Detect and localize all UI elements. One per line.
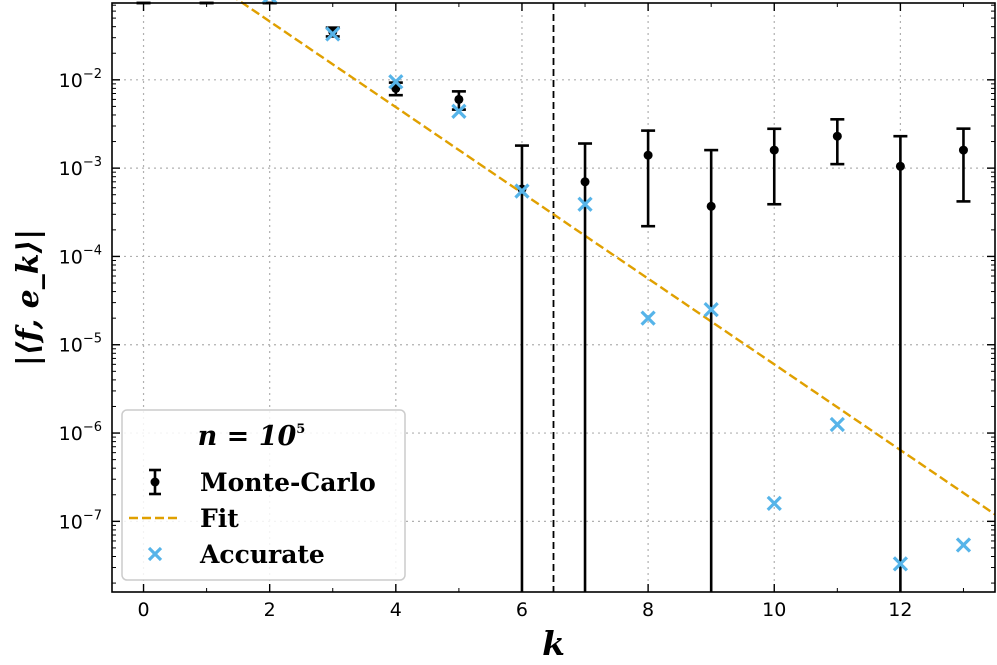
plot-frame	[111, 2, 996, 593]
legend-entry-monte-carlo: Monte-Carlo	[200, 468, 376, 497]
legend-accurate-stroke-b	[147, 546, 163, 562]
accurate-stroke-b	[640, 310, 656, 326]
accurate-marker-9	[703, 301, 719, 318]
monte-carlo-point-8	[641, 129, 656, 228]
legend-symbol-accurate	[147, 546, 163, 562]
monte-carlo-marker	[958, 145, 968, 155]
y-tick-exponent: −5	[83, 332, 102, 347]
y-tick-base: 10	[59, 0, 83, 4]
y-tick-label: 10−2	[59, 67, 102, 92]
y-tick-exponent: −6	[83, 420, 102, 435]
legend-monte-carlo-marker	[150, 477, 160, 487]
fit-layer	[236, 0, 996, 516]
y-tick-label: 10−4	[59, 243, 102, 268]
y-tick-base: 10	[59, 158, 83, 180]
monte-carlo-point-13	[956, 127, 971, 203]
accurate-marker-8	[640, 310, 656, 326]
accurate-marker-5	[451, 103, 467, 119]
accurate-stroke-a	[270, 0, 278, 5]
accurate-marker-3	[325, 26, 341, 42]
y-tick-exponent: −2	[83, 67, 102, 82]
accurate-stroke-b	[514, 183, 530, 199]
y-axis-label: |⟨f, e_k⟩|	[11, 229, 46, 366]
legend: n = 105 Monte-Carlo Fit Accurate	[121, 409, 406, 581]
y-tick-exponent: −4	[83, 243, 102, 258]
y-tick-label: 10−7	[59, 508, 102, 533]
monte-carlo-marker	[454, 94, 464, 104]
legend-entry-accurate: Accurate	[199, 540, 325, 569]
monte-carlo-marker	[895, 161, 905, 171]
x-axis-label: k	[542, 624, 565, 663]
legend-title-exponent: 5	[296, 422, 305, 437]
accurate-stroke-b	[955, 537, 972, 553]
y-tick-base: 10	[59, 70, 83, 92]
monte-carlo-point-6	[514, 144, 529, 592]
accurate-stroke-b	[703, 301, 719, 318]
accurate-marker-2	[262, 0, 278, 5]
accurate-stroke-b	[388, 74, 404, 90]
x-tick-label: 0	[137, 599, 149, 621]
legend-title-base: n = 10	[198, 421, 297, 452]
x-tick-label: 8	[642, 599, 654, 621]
y-tick-base: 10	[59, 335, 83, 357]
accurate-stroke-b	[325, 26, 341, 42]
y-tick-exponent: −7	[83, 508, 102, 523]
accurate-marker-6	[514, 183, 530, 199]
monte-carlo-point-12	[893, 134, 908, 592]
accurate-stroke-b	[829, 416, 845, 433]
accurate-marker-13	[955, 537, 972, 553]
y-tick-label: 10−1	[59, 0, 102, 4]
legend-title: n = 105	[198, 421, 306, 452]
accurate-stroke-b	[451, 103, 467, 119]
legend-box	[121, 409, 406, 581]
monte-carlo-marker	[580, 177, 590, 187]
legend-symbol-monte-carlo	[149, 468, 161, 496]
y-tick-label: 10−3	[59, 155, 102, 180]
monte-carlo-point-10	[767, 127, 782, 206]
accurate-marker-12	[892, 556, 909, 572]
x-tick-label: 12	[888, 599, 912, 621]
accurate-stroke-b	[577, 196, 593, 212]
monte-carlo-marker	[706, 201, 716, 211]
accurate-stroke-b	[892, 556, 909, 572]
accurate-marker-4	[388, 74, 404, 90]
monte-carlo-marker	[643, 150, 653, 160]
accurate-stroke-b	[766, 495, 782, 511]
monte-carlo-point-11	[830, 118, 845, 166]
y-tick-base: 10	[59, 423, 83, 445]
y-tick-base: 10	[59, 246, 83, 268]
fit-line	[236, 0, 996, 516]
x-tick-label: 2	[264, 599, 276, 621]
accurate-marker-11	[829, 416, 845, 433]
accurate-marker-7	[577, 196, 593, 212]
monte-carlo-marker	[769, 145, 779, 155]
legend-entry-fit: Fit	[200, 504, 239, 533]
x-tick-label: 10	[762, 599, 786, 621]
monte-carlo-point-9	[704, 148, 719, 592]
accurate-marker-10	[766, 495, 782, 511]
monte-carlo-marker	[832, 131, 842, 141]
x-tick-label: 4	[390, 599, 402, 621]
accurate-layer	[262, 0, 972, 572]
accurate-stroke-b	[262, 0, 269, 5]
y-tick-label: 10−5	[59, 332, 102, 357]
monte-carlo-point-7	[578, 142, 593, 592]
x-tick-label: 6	[516, 599, 528, 621]
y-tick-exponent: −3	[83, 155, 102, 170]
y-tick-label: 10−6	[59, 420, 102, 445]
y-tick-base: 10	[59, 511, 83, 533]
